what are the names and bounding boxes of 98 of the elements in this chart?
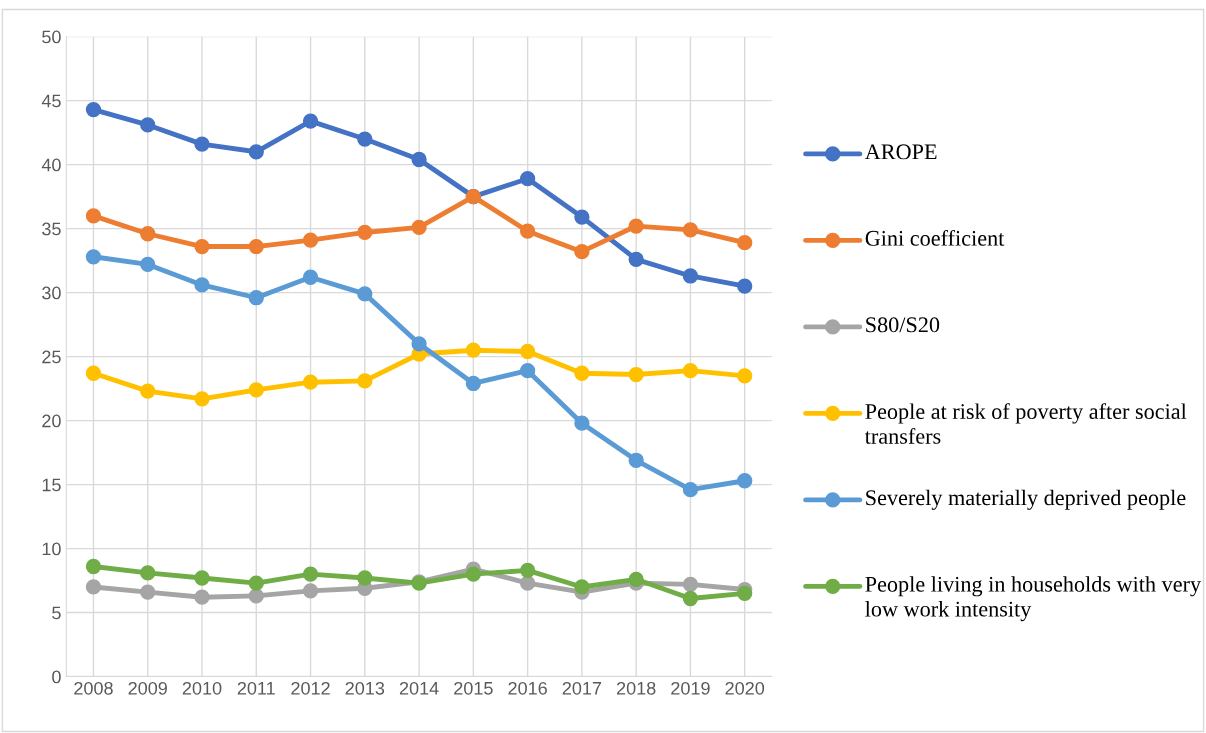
point <box>519 343 536 360</box>
point <box>628 452 644 468</box>
point <box>248 144 264 160</box>
point <box>194 277 210 293</box>
point <box>357 570 373 586</box>
point <box>302 113 319 129</box>
y-tick-label: 45 <box>41 94 61 108</box>
y-tick-label: 5 <box>52 606 61 620</box>
point <box>357 373 373 389</box>
point <box>737 368 753 384</box>
x-tick-label: 2018 <box>616 681 656 695</box>
point <box>85 208 102 224</box>
point <box>737 585 753 602</box>
point <box>737 473 753 489</box>
y-tick-label: 30 <box>42 286 61 300</box>
x-tick-label: 2016 <box>508 681 547 695</box>
point <box>248 238 264 255</box>
point <box>302 269 319 285</box>
point <box>519 575 536 591</box>
y-tick-label: 20 <box>42 414 61 428</box>
point <box>465 342 481 358</box>
point <box>628 218 644 234</box>
y-tick-label: 10 <box>42 542 61 556</box>
point <box>248 290 264 306</box>
point <box>140 565 156 581</box>
point <box>194 391 210 407</box>
point <box>140 117 156 133</box>
x-tick-label: 2019 <box>671 681 710 695</box>
y-tick-label: 40 <box>41 158 61 172</box>
point <box>682 222 699 238</box>
point <box>411 151 427 168</box>
x-tick-label: 2009 <box>128 681 167 695</box>
point <box>302 583 319 599</box>
point <box>519 562 536 578</box>
point <box>194 570 210 586</box>
point <box>574 244 590 260</box>
point <box>682 482 699 498</box>
point <box>302 232 319 248</box>
point <box>574 365 590 381</box>
point <box>465 566 481 582</box>
x-tick-label: 2012 <box>291 681 330 695</box>
point <box>85 579 102 595</box>
point <box>85 101 102 118</box>
x-tick-label: 2014 <box>399 681 439 695</box>
point <box>194 238 210 255</box>
point <box>574 415 590 431</box>
x-tick-label: 2015 <box>454 681 493 695</box>
point <box>628 251 644 267</box>
y-tick-label: 35 <box>42 222 61 236</box>
point <box>194 136 210 152</box>
point <box>302 566 319 582</box>
point <box>357 131 373 147</box>
point <box>737 235 753 251</box>
legend-label: People living in households with very low work intensity <box>865 576 1202 622</box>
point <box>411 219 427 235</box>
point <box>519 363 536 379</box>
point <box>248 382 264 398</box>
legend-label: AROPE <box>864 144 937 160</box>
point <box>357 224 373 241</box>
legend-label: S80/S20 <box>866 317 940 333</box>
point <box>248 575 264 591</box>
point <box>465 375 481 392</box>
point <box>140 226 156 242</box>
point <box>302 374 319 390</box>
point <box>682 268 699 284</box>
point <box>519 171 536 187</box>
legend-label: Severely materially deprived people <box>866 489 1186 510</box>
point <box>737 278 753 294</box>
point <box>194 589 210 605</box>
point <box>140 256 156 273</box>
x-tick-label: 2008 <box>74 681 113 695</box>
point <box>411 336 427 352</box>
point <box>248 588 264 604</box>
point <box>682 363 699 379</box>
y-tick-label: 50 <box>42 30 61 44</box>
legend-label: Gini coefficient <box>865 229 1005 246</box>
point <box>682 590 699 607</box>
x-tick-label: 2010 <box>182 681 222 695</box>
point <box>140 584 156 600</box>
x-tick-label: 2011 <box>237 681 275 695</box>
point <box>85 558 102 575</box>
point <box>85 365 102 381</box>
y-tick-label: 15 <box>42 478 61 492</box>
point <box>628 366 644 383</box>
point <box>574 579 590 595</box>
x-tick-label: 2017 <box>562 681 602 695</box>
point <box>628 571 644 587</box>
y-tick-label: 25 <box>42 350 61 364</box>
x-tick-label: 2020 <box>725 681 765 695</box>
point <box>574 209 590 225</box>
legend-label: People at risk of poverty after social transfers <box>864 403 1187 444</box>
point <box>519 223 536 239</box>
point <box>682 576 699 593</box>
x-tick-label: 2013 <box>345 681 385 695</box>
point <box>85 249 102 265</box>
point <box>140 383 156 399</box>
y-tick-label: 0 <box>52 670 61 684</box>
point <box>357 286 373 302</box>
